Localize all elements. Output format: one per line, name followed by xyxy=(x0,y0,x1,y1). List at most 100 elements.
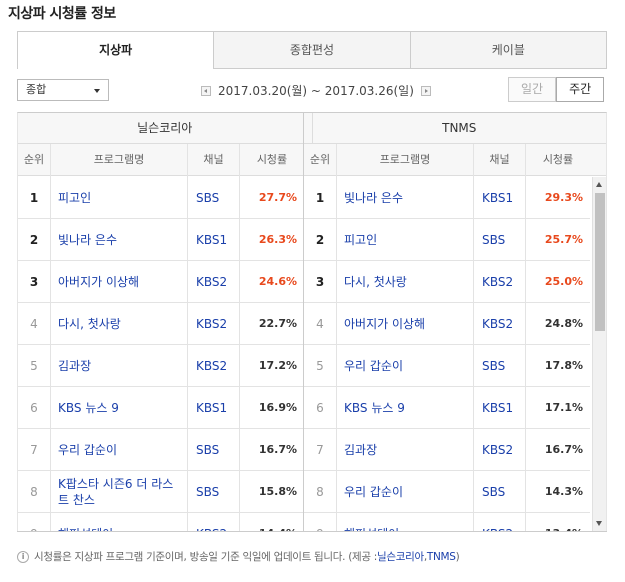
scroll-thumb[interactable] xyxy=(595,193,605,331)
source-nielsen: 닐슨코리아 xyxy=(18,113,313,143)
program-link[interactable]: 우리 갑순이 xyxy=(344,358,404,373)
table-row: 9해피선데이KBS214.4%9해피선데이KBS213.4% xyxy=(18,513,590,532)
program-link[interactable]: KBS 뉴스 9 xyxy=(344,400,405,415)
period-toggle: 일간 주간 xyxy=(508,77,605,102)
program-link[interactable]: 아버지가 이상해 xyxy=(344,316,426,331)
channel-cell: SBS xyxy=(482,358,506,373)
rank-cell: 4 xyxy=(316,316,324,331)
source-header: 닐슨코리아 TNMS xyxy=(18,113,606,144)
prev-week-icon[interactable] xyxy=(201,85,211,96)
rating-cell: 24.8% xyxy=(544,317,583,330)
col-program: 프로그램명 xyxy=(379,153,431,166)
rank-cell: 6 xyxy=(30,400,38,415)
rating-cell: 22.7% xyxy=(258,317,297,330)
rank-cell: 8 xyxy=(30,484,38,499)
rank-cell: 5 xyxy=(30,358,38,373)
divider xyxy=(50,144,51,531)
channel-cell: SBS xyxy=(482,484,506,499)
table-row: 5 김과장 KBS2 17.2% 5 우리 갑순이 SBS 17.8% xyxy=(18,345,590,387)
channel-cell: SBS xyxy=(196,190,220,205)
program-link[interactable]: 해피선데이 xyxy=(58,513,184,532)
divider xyxy=(17,531,607,532)
rating-cell: 13.4% xyxy=(526,513,583,531)
program-link[interactable]: 김과장 xyxy=(344,442,378,457)
col-program: 프로그램명 xyxy=(93,153,145,166)
rank-cell: 4 xyxy=(30,316,38,331)
footnote-text: 시청률은 지상파 프로그램 기준이며, 방송일 기준 익일에 업데이트 됩니다.… xyxy=(34,551,378,563)
divider xyxy=(336,144,337,531)
table-row: 7 우리 갑순이 SBS 16.7% 7 김과장 KBS2 16.7% xyxy=(18,429,590,471)
nielsen-link[interactable]: 닐슨코리아 xyxy=(377,551,424,563)
tab-cable[interactable]: 케이블 xyxy=(409,32,606,68)
tnms-link[interactable]: TNMS xyxy=(426,550,456,563)
rating-cell: 25.7% xyxy=(544,233,583,246)
program-link[interactable]: 피고인 xyxy=(344,232,378,247)
table-scrollbar[interactable] xyxy=(592,177,606,531)
rank-cell: 5 xyxy=(316,358,324,373)
program-link[interactable]: 김과장 xyxy=(58,358,92,373)
rating-cell: 17.2% xyxy=(258,359,297,372)
rank-cell: 1 xyxy=(315,190,325,205)
program-link[interactable]: K팝스타 시즌6 더 라스트 찬스 xyxy=(58,476,174,507)
rank-cell: 3 xyxy=(315,274,325,289)
rank-cell: 9 xyxy=(304,513,336,532)
col-channel: 채널 xyxy=(489,153,510,166)
program-link[interactable]: 해피선데이 xyxy=(344,513,470,532)
channel-cell: KBS1 xyxy=(196,232,228,247)
source-tnms: TNMS xyxy=(442,121,477,135)
channel-cell: SBS xyxy=(196,484,220,499)
column-header: 순위 프로그램명 채널 시청률 순위 프로그램명 채널 시청률 xyxy=(18,144,606,176)
rank-cell: 3 xyxy=(29,274,39,289)
program-link[interactable]: 피고인 xyxy=(58,190,92,205)
table-row: 8 K팝스타 시즌6 더 라스트 찬스 SBS 15.8% 8 우리 갑순이 SBS 14.3… xyxy=(18,471,590,513)
channel-cell: KBS1 xyxy=(482,190,514,205)
date-navigator: 2017.03.20(월) ~ 2017.03.26(일) xyxy=(201,82,431,99)
program-link[interactable]: 다시, 첫사랑 xyxy=(58,316,121,331)
table-row: 6 KBS 뉴스 9 KBS1 16.9% 6 KBS 뉴스 9 KBS1 17.1% xyxy=(18,387,590,429)
filter-select[interactable]: 종합 xyxy=(17,79,109,101)
col-rating: 시청률 xyxy=(256,153,288,166)
col-channel: 채널 xyxy=(203,153,224,166)
program-link[interactable]: 우리 갑순이 xyxy=(344,484,404,499)
tab-general[interactable]: 종합편성 xyxy=(213,32,409,68)
rating-cell: 16.9% xyxy=(258,401,297,414)
weekly-button[interactable]: 주간 xyxy=(556,77,605,102)
table-row: 2 빛나라 은수 KBS1 26.3% 2 피고인 SBS 25.7% xyxy=(18,219,590,261)
divider xyxy=(473,144,474,531)
rating-cell: 16.7% xyxy=(258,443,297,456)
rank-cell: 7 xyxy=(316,442,324,457)
tab-terrestrial[interactable]: 지상파 xyxy=(18,32,214,70)
rank-cell: 9 xyxy=(18,513,50,532)
program-link[interactable]: 빛나라 은수 xyxy=(58,232,118,247)
channel-cell: SBS xyxy=(482,232,506,247)
program-link[interactable]: KBS 뉴스 9 xyxy=(58,400,119,415)
program-link[interactable]: 빛나라 은수 xyxy=(344,190,404,205)
page-title: 지상파 시청률 정보 xyxy=(8,6,116,22)
program-link[interactable]: 우리 갑순이 xyxy=(58,442,118,457)
next-week-icon[interactable] xyxy=(420,85,431,96)
rank-cell: 6 xyxy=(316,400,324,415)
channel-cell: KBS1 xyxy=(482,400,514,415)
rank-cell: 7 xyxy=(30,442,38,457)
program-link[interactable]: 다시, 첫사랑 xyxy=(344,274,407,289)
divider xyxy=(187,144,188,531)
scroll-up-icon[interactable] xyxy=(596,182,602,187)
rank-cell: 8 xyxy=(316,484,324,499)
program-link[interactable]: 아버지가 이상해 xyxy=(58,274,140,289)
scroll-down-icon[interactable] xyxy=(596,521,602,526)
rating-cell: 25.0% xyxy=(544,275,583,288)
daily-button[interactable]: 일간 xyxy=(508,77,557,102)
ratings-table: 닐슨코리아 TNMS 순위 프로그램명 채널 시청률 순위 프로그램명 채널 시… xyxy=(17,112,607,531)
channel-cell: KBS1 xyxy=(196,400,228,415)
rating-cell: 27.7% xyxy=(258,191,297,204)
divider xyxy=(525,144,526,531)
footnote-end: ) xyxy=(455,550,460,563)
rating-cell: 17.1% xyxy=(544,401,583,414)
rating-cell: 26.3% xyxy=(258,233,297,246)
chevron-down-icon xyxy=(94,89,100,93)
rating-cell: 17.8% xyxy=(544,359,583,372)
channel-cell: KBS2 xyxy=(482,513,526,532)
channel-cell: KBS2 xyxy=(196,274,228,289)
footnote: i 시청률은 지상파 프로그램 기준이며, 방송일 기준 익일에 업데이트 됩니… xyxy=(17,549,460,564)
rank-cell: 2 xyxy=(315,232,325,247)
